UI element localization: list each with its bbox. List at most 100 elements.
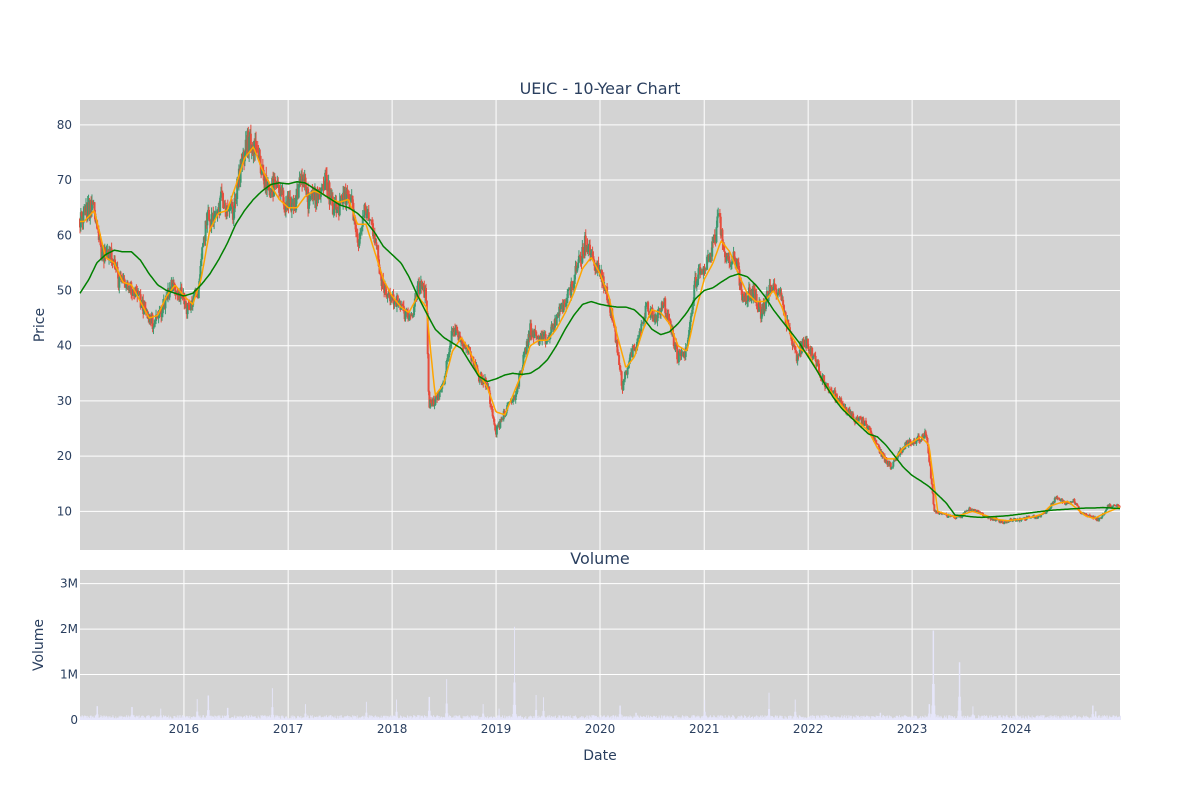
volume-bar [748, 717, 750, 720]
x-tick-label: 2018 [377, 722, 408, 736]
volume-bar [195, 716, 197, 720]
volume-bar [1016, 715, 1018, 720]
volume-bar [274, 715, 276, 720]
volume-bar [134, 717, 136, 720]
volume-bar [476, 716, 478, 720]
volume-bar [83, 715, 85, 720]
volume-bar [232, 717, 233, 720]
volume-bar [712, 717, 714, 720]
volume-bar [1030, 717, 1032, 720]
volume-bar [636, 716, 638, 720]
volume-bar [392, 717, 394, 720]
volume-bar [449, 715, 451, 720]
candle-body [1073, 498, 1076, 503]
volume-bar [1032, 716, 1034, 720]
volume-bar [986, 715, 988, 720]
volume-bar [959, 662, 961, 720]
volume-bar [505, 717, 507, 720]
volume-bar [672, 718, 674, 720]
volume-bar [89, 718, 91, 720]
volume-bar [907, 717, 909, 720]
volume-bar [964, 717, 966, 720]
candle-body [589, 244, 592, 256]
volume-bar [703, 711, 705, 720]
volume-bar [947, 718, 949, 720]
volume-bar [1088, 717, 1090, 720]
volume-bar [787, 718, 789, 720]
candle-body [213, 214, 216, 216]
volume-bar [515, 704, 517, 720]
volume-bar [101, 717, 102, 720]
volume-bar [1101, 718, 1103, 720]
volume-bar [721, 715, 723, 720]
volume-bar [917, 718, 919, 720]
volume-bar [495, 717, 497, 720]
volume-bar [146, 716, 147, 720]
volume-bar [676, 715, 678, 720]
volume-bar [480, 716, 482, 720]
volume-bar [109, 716, 111, 720]
candle-body [371, 220, 374, 224]
volume-bar [377, 717, 379, 720]
volume-bar [354, 717, 356, 720]
volume-bar [512, 704, 514, 720]
volume-bar [982, 715, 984, 720]
volume-bar [392, 715, 394, 720]
candle-body [427, 354, 430, 392]
volume-bar [536, 709, 538, 720]
volume-bar [823, 717, 825, 720]
volume-bar [440, 716, 442, 720]
volume-bar [379, 717, 381, 720]
volume-bar [516, 718, 518, 720]
volume-bar [287, 717, 289, 720]
volume-bar [385, 715, 387, 720]
volume-bar [1111, 717, 1113, 720]
volume-bar [523, 718, 525, 720]
candle-body [725, 253, 728, 262]
candle-body [169, 286, 172, 289]
candle-body [930, 478, 933, 485]
candle-body [512, 398, 515, 402]
volume-bar [801, 717, 802, 720]
price-y-tick-label: 40 [57, 339, 72, 353]
candle-body [499, 418, 502, 428]
volume-bar [688, 717, 690, 720]
volume-bar [834, 716, 835, 720]
volume-bar [303, 717, 305, 720]
volume-bar [162, 718, 163, 720]
volume-bar [607, 715, 609, 720]
volume-bar [935, 717, 937, 720]
volume-bar [209, 716, 211, 720]
volume-bar [1024, 718, 1026, 720]
candle-body [840, 398, 843, 402]
volume-bar [685, 715, 687, 720]
volume-bar [127, 716, 129, 720]
volume-bar [891, 717, 893, 720]
candle-body [160, 308, 163, 318]
volume-bar [428, 696, 430, 720]
volume-bar [910, 716, 912, 720]
volume-bar [693, 715, 695, 720]
volume-bar [694, 717, 696, 720]
candle-body [347, 194, 350, 199]
volume-bar [496, 715, 498, 720]
candle-body [1053, 498, 1056, 503]
volume-bar [1002, 715, 1004, 720]
volume-bar [117, 717, 118, 720]
candle-body [261, 165, 264, 170]
volume-bar [1066, 716, 1068, 720]
volume-bar [602, 716, 604, 720]
volume-bar [420, 718, 421, 720]
candle-body [771, 287, 774, 292]
volume-bar [307, 715, 309, 720]
volume-bar [290, 715, 292, 720]
volume-bar [865, 715, 867, 720]
candle-body [909, 439, 912, 444]
volume-bar [1082, 715, 1084, 720]
volume-bar [607, 715, 609, 720]
candle-body [1007, 520, 1010, 523]
volume-bar [587, 715, 589, 720]
volume-bar [742, 718, 744, 720]
volume-y-tick-label: 1M [60, 668, 78, 682]
volume-bar [932, 683, 933, 720]
